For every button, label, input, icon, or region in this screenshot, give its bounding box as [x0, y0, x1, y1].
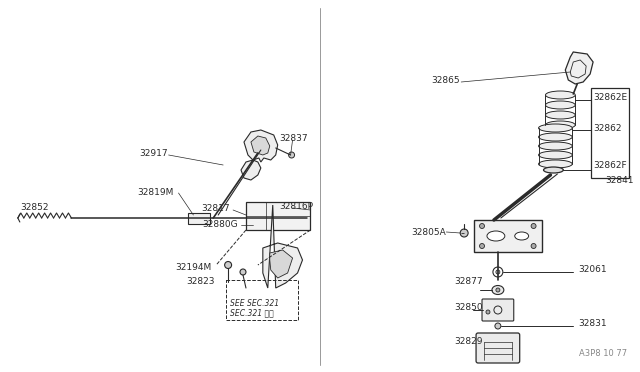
Circle shape: [531, 224, 536, 228]
Ellipse shape: [545, 101, 575, 109]
Polygon shape: [244, 130, 278, 162]
Ellipse shape: [538, 151, 572, 159]
Text: 32877: 32877: [454, 278, 483, 286]
Ellipse shape: [538, 133, 572, 141]
FancyBboxPatch shape: [474, 220, 541, 252]
Ellipse shape: [545, 111, 575, 119]
Circle shape: [496, 288, 500, 292]
Polygon shape: [565, 52, 593, 84]
Text: 32816P: 32816P: [280, 202, 314, 211]
Polygon shape: [241, 160, 261, 180]
Text: SEE SEC.321: SEE SEC.321: [230, 298, 279, 308]
Circle shape: [225, 262, 232, 269]
Text: 32194M: 32194M: [175, 263, 212, 273]
Circle shape: [486, 310, 490, 314]
Text: 32805A: 32805A: [412, 228, 446, 237]
Text: 32850: 32850: [454, 304, 483, 312]
Text: 32880G: 32880G: [202, 219, 238, 228]
Text: 32862: 32862: [593, 124, 621, 132]
Circle shape: [479, 244, 484, 248]
Ellipse shape: [538, 160, 572, 168]
Text: 32831: 32831: [578, 318, 607, 327]
Text: 32061: 32061: [578, 266, 607, 275]
Polygon shape: [270, 250, 292, 278]
FancyBboxPatch shape: [482, 299, 514, 321]
Text: 32817: 32817: [202, 203, 230, 212]
Text: 32819M: 32819M: [137, 187, 173, 196]
Ellipse shape: [545, 91, 575, 99]
Ellipse shape: [543, 167, 563, 173]
Ellipse shape: [538, 142, 572, 150]
Text: 32852: 32852: [20, 202, 49, 212]
Text: 32841: 32841: [605, 176, 634, 185]
Circle shape: [460, 229, 468, 237]
Polygon shape: [263, 205, 303, 288]
Ellipse shape: [515, 232, 529, 240]
Text: A3P8 10 77: A3P8 10 77: [579, 349, 627, 358]
Ellipse shape: [487, 231, 505, 241]
Text: 32837: 32837: [280, 134, 308, 142]
FancyBboxPatch shape: [246, 202, 310, 230]
Polygon shape: [251, 136, 270, 155]
Circle shape: [496, 270, 500, 274]
Circle shape: [495, 323, 501, 329]
Text: 32865: 32865: [431, 76, 460, 84]
Ellipse shape: [538, 124, 572, 132]
Circle shape: [289, 152, 294, 158]
Text: 32862F: 32862F: [593, 160, 627, 170]
Circle shape: [240, 269, 246, 275]
Text: 32917: 32917: [140, 148, 168, 157]
Text: 32862E: 32862E: [593, 93, 627, 102]
Text: SEC.321 参照: SEC.321 参照: [230, 308, 274, 317]
Text: 32829: 32829: [454, 337, 483, 346]
Circle shape: [479, 224, 484, 228]
FancyBboxPatch shape: [476, 333, 520, 363]
Text: 32823: 32823: [186, 278, 214, 286]
Ellipse shape: [545, 121, 575, 129]
FancyBboxPatch shape: [188, 213, 211, 224]
Circle shape: [531, 244, 536, 248]
Ellipse shape: [492, 285, 504, 295]
